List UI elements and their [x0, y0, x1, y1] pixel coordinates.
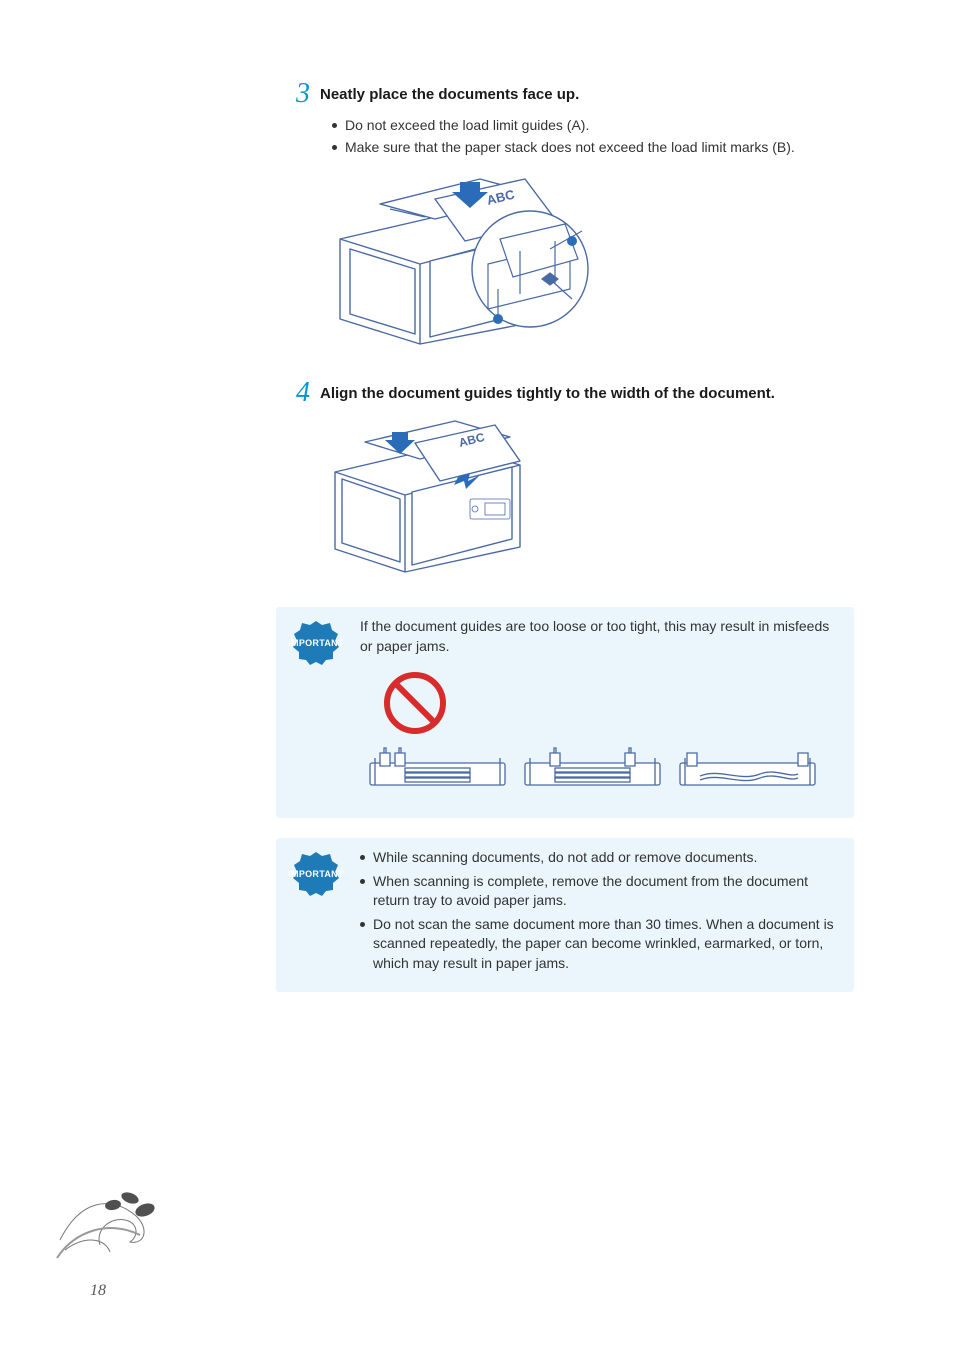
bullet-icon [360, 879, 365, 884]
list-item: Make sure that the paper stack does not … [332, 138, 854, 158]
bullet-text: Make sure that the paper stack does not … [345, 138, 795, 158]
corner-flourish [55, 1180, 175, 1265]
list-item: When scanning is complete, remove the do… [360, 872, 840, 911]
step-3-bullets: Do not exceed the load limit guides (A).… [332, 116, 854, 157]
important-callout-scanning: IMPORTANT While scanning documents, do n… [276, 838, 854, 992]
badge-label: IMPORTANT [288, 869, 344, 879]
list-item: While scanning documents, do not add or … [360, 848, 840, 868]
list-item: Do not exceed the load limit guides (A). [332, 116, 854, 136]
figure-guide-examples [360, 668, 820, 798]
bullet-icon [332, 123, 337, 128]
important-badge: IMPORTANT [282, 850, 350, 898]
bullet-text: While scanning documents, do not add or … [373, 848, 757, 868]
figure-printer-load: ABC [320, 169, 854, 349]
bullet-icon [360, 855, 365, 860]
step-title: Neatly place the documents face up. [320, 86, 579, 103]
step-title: Align the document guides tightly to the… [320, 385, 775, 402]
bullet-icon [360, 922, 365, 927]
callout-text: If the document guides are too loose or … [360, 617, 840, 656]
list-item: Do not scan the same document more than … [360, 915, 840, 974]
step-3-header: 3 Neatly place the documents face up. [280, 80, 854, 108]
bullet-icon [332, 145, 337, 150]
important-badge: IMPORTANT [282, 619, 350, 667]
step-4-header: 4 Align the document guides tightly to t… [280, 379, 854, 407]
badge-label: IMPORTANT [288, 638, 344, 648]
bullet-text: Do not scan the same document more than … [373, 915, 840, 974]
bullet-text: Do not exceed the load limit guides (A). [345, 116, 589, 136]
figure-align-guides: ABC [320, 417, 854, 577]
step-number: 4 [280, 379, 310, 407]
step-number: 3 [280, 80, 310, 108]
page-number: 18 [90, 1282, 106, 1300]
bullet-text: When scanning is complete, remove the do… [373, 872, 840, 911]
important-callout-guides: IMPORTANT If the document guides are too… [276, 607, 854, 818]
